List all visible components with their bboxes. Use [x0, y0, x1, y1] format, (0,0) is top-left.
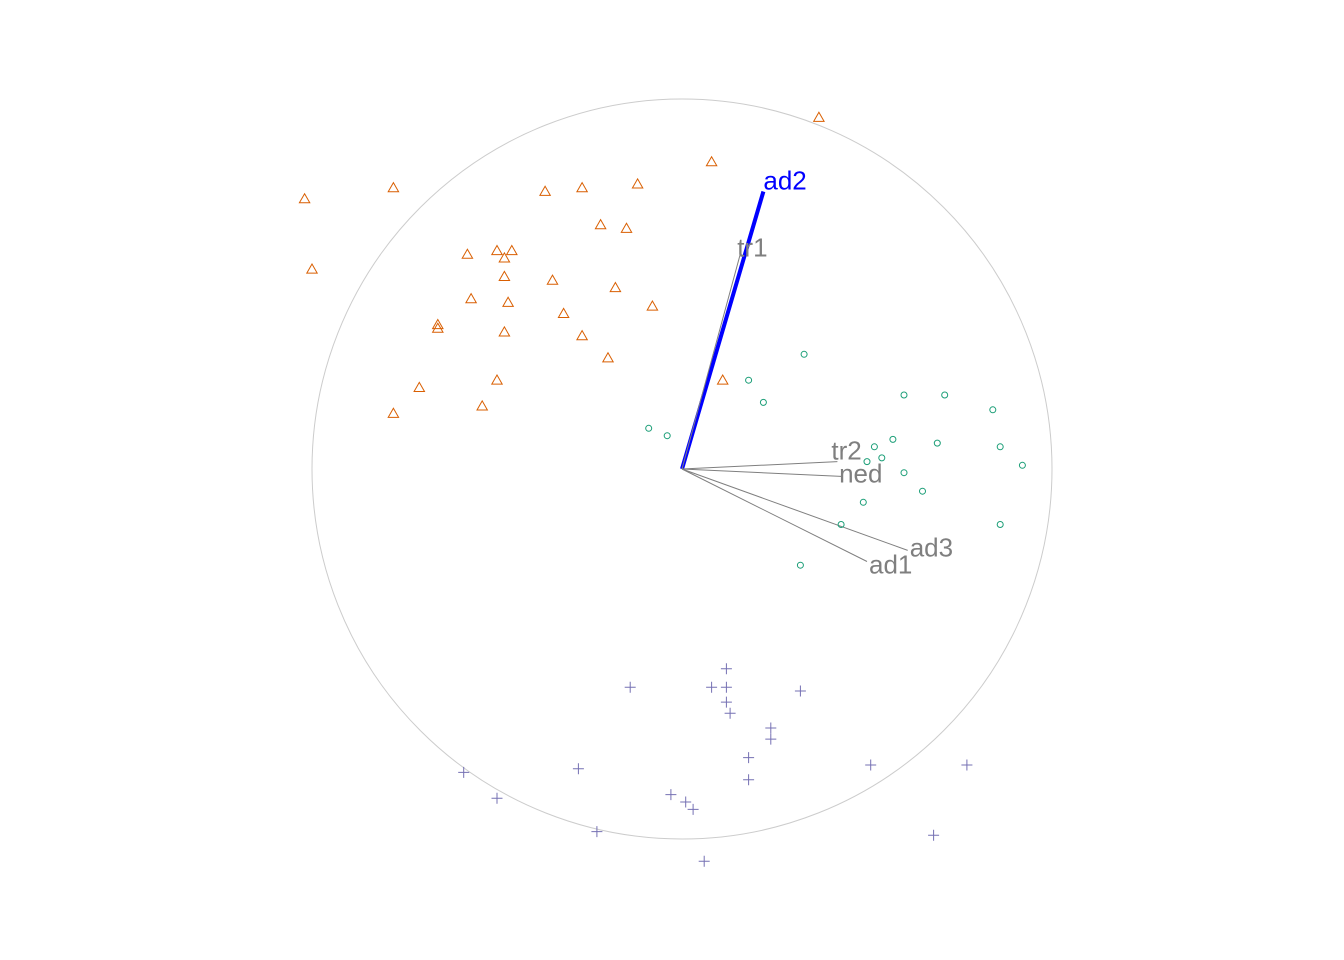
point-circle-16	[919, 487, 926, 495]
point-triangle-29	[476, 399, 489, 411]
point-circle-12	[878, 454, 886, 462]
point-triangle-17	[465, 292, 478, 304]
point-circle-8	[870, 443, 878, 451]
point-circle-0	[800, 350, 808, 358]
point-circle-15	[900, 469, 908, 477]
point-circle-11	[996, 443, 1004, 451]
point-triangle-14	[498, 270, 511, 281]
point-circle-20	[796, 561, 804, 569]
point-circle-2	[759, 398, 767, 406]
point-cross-21	[698, 855, 710, 867]
point-triangle-24	[576, 329, 589, 341]
point-cross-10	[458, 766, 470, 778]
point-cross-3	[720, 681, 732, 693]
point-triangle-18	[502, 296, 515, 307]
point-cross-17	[680, 796, 692, 808]
axis-label-ad2: ad2	[763, 166, 806, 196]
point-circle-9	[889, 435, 897, 443]
unit-circle	[311, 98, 1053, 840]
axis-line-ad2	[680, 190, 766, 470]
point-circle-7	[663, 432, 671, 440]
axis-label-ad3: ad3	[910, 532, 953, 562]
point-triangle-9	[461, 248, 474, 259]
point-circle-4	[941, 391, 949, 399]
axis-label-ned: ned	[839, 458, 882, 488]
point-circle-10	[933, 439, 941, 447]
point-triangle-13	[305, 262, 319, 274]
point-cross-0	[720, 663, 732, 675]
point-triangle-7	[594, 218, 607, 230]
point-triangle-1	[705, 155, 718, 167]
point-cross-16	[665, 789, 677, 801]
point-triangle-2	[298, 192, 311, 204]
point-triangle-27	[490, 373, 504, 385]
point-circle-18	[837, 521, 845, 528]
point-triangle-12	[498, 251, 511, 263]
projection-axes	[680, 190, 908, 562]
point-cross-18	[687, 803, 699, 815]
point-circle-5	[989, 406, 997, 414]
point-cross-14	[743, 774, 755, 786]
point-triangle-5	[576, 181, 589, 193]
point-triangle-10	[490, 244, 504, 256]
axis-line-tr1	[681, 250, 742, 470]
point-cross-6	[724, 707, 736, 719]
axis-label-tr1: tr1	[737, 233, 767, 263]
point-circle-17	[859, 498, 867, 506]
point-circle-1	[745, 376, 753, 384]
point-triangle-25	[601, 351, 615, 363]
point-cross-19	[591, 826, 603, 838]
point-triangle-4	[539, 185, 552, 196]
point-triangle-15	[546, 274, 559, 285]
point-triangle-28	[413, 381, 426, 392]
point-cross-12	[865, 759, 877, 771]
point-cross-13	[961, 759, 973, 771]
point-cross-20	[928, 829, 940, 841]
axis-label-tr2: tr2	[831, 436, 861, 466]
point-triangle-19	[646, 299, 659, 311]
point-triangle-23	[498, 325, 511, 337]
point-triangle-6	[631, 177, 644, 189]
point-circle-19	[996, 521, 1004, 528]
point-triangle-3	[387, 181, 400, 193]
point-cross-15	[491, 792, 503, 804]
point-cross-9	[743, 752, 755, 764]
point-triangle-20	[557, 307, 570, 318]
point-circle-14	[1018, 461, 1026, 469]
point-triangle-0	[812, 111, 825, 122]
axis-label-ad1: ad1	[869, 550, 912, 580]
point-cross-8	[765, 733, 777, 745]
point-cross-5	[720, 696, 732, 708]
point-triangle-8	[620, 222, 633, 233]
axis-line-ad3	[681, 468, 908, 551]
point-circle-13	[863, 458, 871, 466]
axis-line-ad1	[681, 468, 868, 562]
point-triangle-22	[431, 318, 444, 330]
point-cross-2	[706, 681, 718, 693]
point-cross-1	[624, 681, 636, 693]
point-triangle-16	[609, 281, 622, 293]
point-cross-7	[765, 722, 777, 734]
axis-line-tr2	[681, 461, 838, 470]
point-cross-4	[794, 685, 806, 697]
data-points	[298, 111, 1026, 867]
point-circle-6	[645, 424, 653, 432]
axis-line-ned	[681, 468, 842, 477]
point-triangle-11	[505, 244, 518, 256]
point-circle-3	[900, 391, 908, 399]
point-cross-11	[572, 763, 584, 775]
point-triangle-21	[431, 322, 444, 333]
point-triangle-30	[387, 407, 400, 418]
point-triangle-26	[716, 373, 729, 385]
